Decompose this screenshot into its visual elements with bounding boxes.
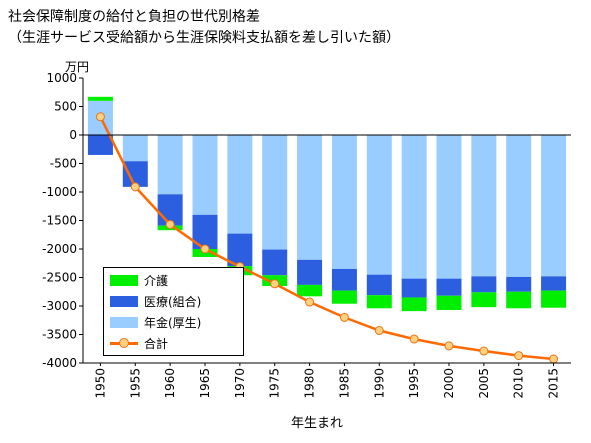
y-tick-label--1000: -1000 xyxy=(42,185,77,199)
x-tick-label-1995: 1995 xyxy=(407,368,421,399)
total-point-1990 xyxy=(374,326,384,336)
y-tick-label--2500: -2500 xyxy=(42,271,77,285)
bar-medical-1985 xyxy=(331,268,357,291)
bar-nursing-1985 xyxy=(331,290,357,304)
total-point-2015 xyxy=(549,354,559,364)
bar-medical-1975 xyxy=(262,249,288,276)
total-point-2000 xyxy=(444,341,454,351)
x-tick-label-1990: 1990 xyxy=(372,368,386,399)
x-tick-label-2005: 2005 xyxy=(477,368,491,399)
bar-pension-2005 xyxy=(471,135,497,277)
chart-subtitle: （生涯サービス受給額から生涯保険料支払額を差し引いた額） xyxy=(8,30,400,46)
bar-nursing-1990 xyxy=(366,295,392,309)
legend-item-total: 合計 xyxy=(110,335,168,351)
bar-pension-1995 xyxy=(401,135,427,279)
bar-medical-1980 xyxy=(297,259,323,285)
y-tick-label--4000: -4000 xyxy=(42,356,77,370)
total-point-1975 xyxy=(270,279,280,289)
bar-medical-2005 xyxy=(471,276,497,293)
bar-pension-2015 xyxy=(541,135,567,277)
y-tick-label-0: 0 xyxy=(69,128,77,142)
x-tick-label-1955: 1955 xyxy=(128,368,142,399)
x-tick-label-1970: 1970 xyxy=(233,368,247,399)
x-tick-label-1960: 1960 xyxy=(163,368,177,399)
bar-nursing-2000 xyxy=(436,295,462,310)
bar-medical-1990 xyxy=(366,274,392,296)
legend-swatch-total xyxy=(110,337,138,349)
bar-medical-2000 xyxy=(436,278,462,296)
total-point-1955 xyxy=(130,182,140,192)
bar-medical-2010 xyxy=(506,276,532,292)
bar-nursing-1980 xyxy=(297,284,323,297)
bar-pension-1990 xyxy=(366,135,392,275)
x-tick-label-2000: 2000 xyxy=(442,368,456,399)
bar-nursing-1995 xyxy=(401,297,427,312)
legend-item-pension: 年金(厚生) xyxy=(110,314,201,330)
legend-label-pension: 年金(厚生) xyxy=(144,315,202,330)
legend-label-total: 合計 xyxy=(144,336,169,351)
y-tick-label--3000: -3000 xyxy=(42,299,77,313)
bar-nursing-2010 xyxy=(506,291,532,309)
y-tick-label--3500: -3500 xyxy=(42,328,77,342)
bar-medical-1970 xyxy=(227,233,253,267)
legend-swatch-nursing xyxy=(110,274,138,286)
total-point-2005 xyxy=(479,346,489,356)
bar-nursing-1950 xyxy=(87,96,113,101)
bar-medical-1950 xyxy=(87,135,113,155)
total-point-1995 xyxy=(409,334,419,344)
legend-item-medical: 医療(組合) xyxy=(110,293,201,309)
y-tick-label-1000: 1000 xyxy=(46,71,77,85)
total-point-1960 xyxy=(165,219,175,229)
total-point-1985 xyxy=(339,312,349,322)
bar-pension-1965 xyxy=(192,135,218,215)
total-point-1965 xyxy=(200,244,210,254)
y-tick-label--2000: -2000 xyxy=(42,242,77,256)
total-point-1980 xyxy=(305,297,315,307)
x-tick-label-1965: 1965 xyxy=(198,368,212,399)
bar-nursing-2005 xyxy=(471,292,497,308)
bar-nursing-2015 xyxy=(541,290,567,308)
total-line xyxy=(99,116,554,361)
bar-pension-1975 xyxy=(262,135,288,250)
chart-title: 社会保障制度の給付と負担の世代別格差 xyxy=(8,9,260,25)
bar-pension-1985 xyxy=(331,135,357,269)
x-tick-label-1950: 1950 xyxy=(93,368,107,399)
x-tick-label-1980: 1980 xyxy=(303,368,317,399)
y-tick-label--1500: -1500 xyxy=(42,214,77,228)
bar-pension-1960 xyxy=(157,135,183,195)
x-tick-label-1985: 1985 xyxy=(337,368,351,399)
total-point-1950 xyxy=(95,112,105,122)
bar-pension-2000 xyxy=(436,135,462,279)
legend-swatch-medical xyxy=(110,295,138,307)
bar-pension-2010 xyxy=(506,135,532,277)
total-point-2010 xyxy=(514,351,524,361)
legend-item-nursing: 介護 xyxy=(110,272,168,288)
y-tick-label-500: 500 xyxy=(54,100,77,114)
x-axis-label: 年生まれ xyxy=(291,416,343,431)
bar-medical-2015 xyxy=(541,276,567,291)
legend-swatch-pension xyxy=(110,316,138,328)
bar-pension-1980 xyxy=(297,135,323,260)
y-tick-label--500: -500 xyxy=(50,157,77,171)
bar-pension-1955 xyxy=(122,135,148,162)
legend-label-medical: 医療(組合) xyxy=(144,294,202,309)
x-tick-label-2010: 2010 xyxy=(512,368,526,399)
y-unit-label: 万円 xyxy=(65,60,89,74)
x-tick-label-2015: 2015 xyxy=(547,368,561,399)
bar-pension-1970 xyxy=(227,135,253,234)
chart-legend: 介護 医療(組合) 年金(厚生) 合計 xyxy=(103,267,244,356)
bar-medical-1995 xyxy=(401,278,427,298)
x-tick-label-1975: 1975 xyxy=(268,368,282,399)
legend-label-nursing: 介護 xyxy=(144,273,169,288)
